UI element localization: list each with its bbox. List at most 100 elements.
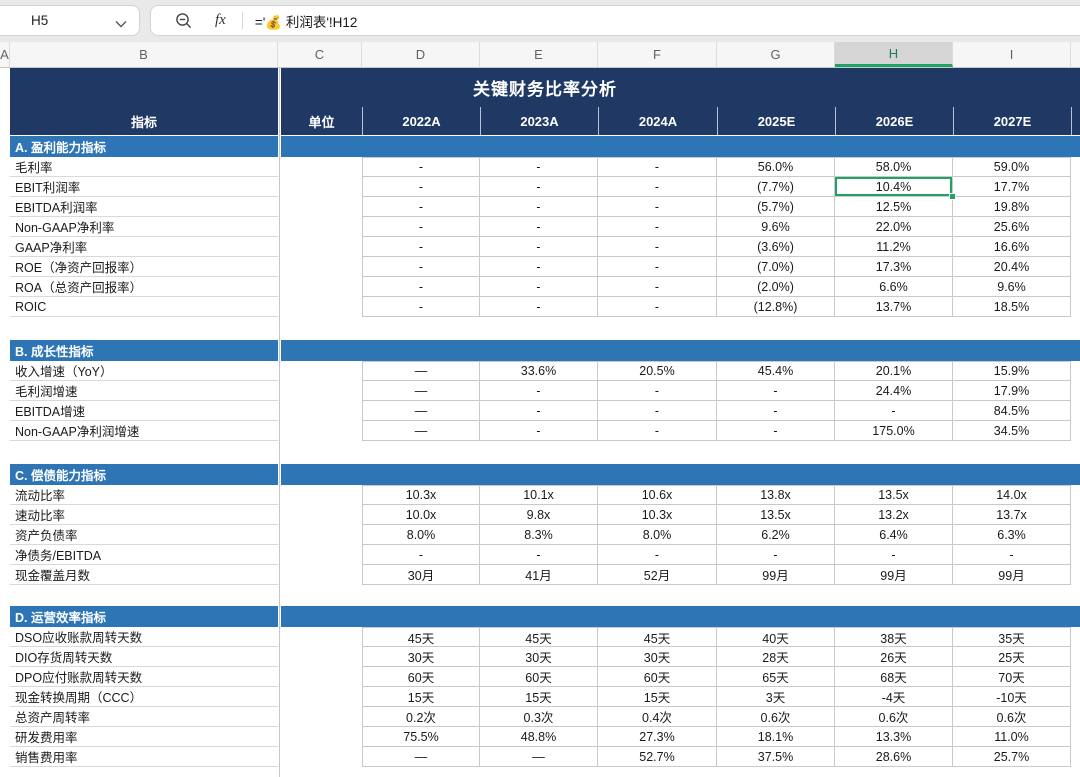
cell[interactable]: 28天 [717, 647, 835, 667]
column-header-f[interactable]: F [598, 42, 717, 67]
cell[interactable]: 20.5% [598, 361, 717, 381]
cell[interactable]: 52.7% [598, 747, 717, 767]
formula-bar[interactable]: fx ='💰 利润表'!H12 [150, 5, 1080, 36]
cell[interactable]: 38天 [835, 627, 953, 647]
chevron-down-icon[interactable] [115, 15, 127, 33]
cell[interactable]: 19.8% [953, 197, 1071, 217]
header-cell-2026E[interactable]: 2026E [835, 107, 953, 135]
selected-cell[interactable]: 10.4% [835, 177, 956, 200]
cell[interactable]: 0.4次 [598, 707, 717, 727]
cell[interactable]: 8.0% [598, 525, 717, 545]
column-header-i[interactable]: I [953, 42, 1071, 67]
cell[interactable]: (3.6%) [717, 237, 835, 257]
cell[interactable]: 12.5% [835, 197, 953, 217]
row-label[interactable]: 研发费用率 [10, 727, 278, 747]
cell[interactable]: - [362, 297, 480, 317]
cell[interactable]: 8.0% [362, 525, 480, 545]
cell[interactable]: 56.0% [717, 157, 835, 177]
cell[interactable]: 20.4% [953, 257, 1071, 277]
cell[interactable]: 52月 [598, 565, 717, 585]
row-label[interactable]: EBITDA增速 [10, 401, 278, 421]
cell[interactable]: 33.6% [480, 361, 598, 381]
column-header-d[interactable]: D [362, 42, 480, 67]
name-box[interactable]: H5 [0, 5, 140, 36]
column-header-a[interactable]: A [0, 42, 10, 67]
cell[interactable]: 30月 [362, 565, 480, 585]
cell[interactable]: 6.4% [835, 525, 953, 545]
cell[interactable]: - [717, 421, 835, 441]
cell[interactable]: 10.3x [598, 505, 717, 525]
cell[interactable]: 22.0% [835, 217, 953, 237]
cell[interactable]: 11.0% [953, 727, 1071, 747]
cell[interactable]: 15.9% [953, 361, 1071, 381]
cell[interactable]: 17.7% [953, 177, 1071, 197]
cell[interactable]: 30天 [480, 647, 598, 667]
cell[interactable]: 6.2% [717, 525, 835, 545]
cell[interactable]: 68天 [835, 667, 953, 687]
cell[interactable]: - [598, 197, 717, 217]
cell[interactable]: 3天 [717, 687, 835, 707]
cell[interactable]: 37.5% [717, 747, 835, 767]
cell[interactable]: 45.4% [717, 361, 835, 381]
row-label[interactable]: ROE（净资产回报率） [10, 257, 278, 277]
row-label[interactable]: GAAP净利率 [10, 237, 278, 257]
cell[interactable]: 40天 [717, 627, 835, 647]
cell[interactable]: - [598, 177, 717, 197]
cell[interactable]: — [362, 747, 480, 767]
cell[interactable]: -10天 [953, 687, 1071, 707]
cell[interactable]: — [480, 747, 598, 767]
cell[interactable]: - [362, 157, 480, 177]
cell[interactable]: 18.1% [717, 727, 835, 747]
header-cell-单位[interactable]: 单位 [308, 114, 335, 130]
cell[interactable]: - [717, 545, 835, 565]
cell[interactable]: 60天 [362, 667, 480, 687]
cell[interactable]: 10.6x [598, 485, 717, 505]
cell[interactable]: - [598, 401, 717, 421]
cell[interactable]: 34.5% [953, 421, 1071, 441]
cell[interactable]: (5.7%) [717, 197, 835, 217]
cell[interactable]: 0.6次 [717, 707, 835, 727]
row-label[interactable]: 销售费用率 [10, 747, 278, 767]
cell[interactable]: 41月 [480, 565, 598, 585]
row-label[interactable]: DIO存货周转天数 [10, 647, 278, 667]
cell[interactable]: 65天 [717, 667, 835, 687]
row-label[interactable]: Non-GAAP净利润增速 [10, 421, 278, 441]
cell[interactable]: - [362, 257, 480, 277]
cell[interactable]: 0.2次 [362, 707, 480, 727]
cell[interactable]: 48.8% [480, 727, 598, 747]
cell[interactable]: — [362, 361, 480, 381]
header-cell-2027E[interactable]: 2027E [953, 107, 1071, 135]
column-header-g[interactable]: G [717, 42, 835, 67]
cell[interactable]: 24.4% [835, 381, 953, 401]
cell[interactable]: 6.3% [953, 525, 1071, 545]
cell[interactable]: 45天 [362, 627, 480, 647]
cell[interactable]: (12.8%) [717, 297, 835, 317]
column-header-e[interactable]: E [480, 42, 598, 67]
cell[interactable]: 75.5% [362, 727, 480, 747]
cell[interactable]: 59.0% [953, 157, 1071, 177]
cell[interactable]: (7.0%) [717, 257, 835, 277]
cell[interactable]: 70天 [953, 667, 1071, 687]
cell[interactable]: 9.6% [953, 277, 1071, 297]
cell[interactable]: 10.1x [480, 485, 598, 505]
header-cell-2024A[interactable]: 2024A [598, 107, 717, 135]
cell[interactable]: - [953, 545, 1071, 565]
section-header-a[interactable]: A. 盈利能力指标 [0, 136, 1080, 157]
row-label[interactable]: DSO应收账款周转天数 [10, 627, 278, 647]
cell[interactable]: 13.8x [717, 485, 835, 505]
cell[interactable]: - [598, 277, 717, 297]
cell[interactable]: 13.2x [835, 505, 953, 525]
fx-icon[interactable]: fx [215, 12, 226, 28]
header-cell-indicator[interactable]: 指标 [10, 107, 278, 135]
cell[interactable]: 9.8x [480, 505, 598, 525]
cell[interactable]: 175.0% [835, 421, 953, 441]
cell[interactable]: - [598, 381, 717, 401]
cell[interactable]: 20.1% [835, 361, 953, 381]
cell[interactable]: 60天 [480, 667, 598, 687]
cell[interactable]: 30天 [362, 647, 480, 667]
cell[interactable]: - [480, 545, 598, 565]
cell[interactable]: — [362, 421, 480, 441]
cell[interactable]: 11.2% [835, 237, 953, 257]
cell[interactable]: 27.3% [598, 727, 717, 747]
cell[interactable]: 10.0x [362, 505, 480, 525]
